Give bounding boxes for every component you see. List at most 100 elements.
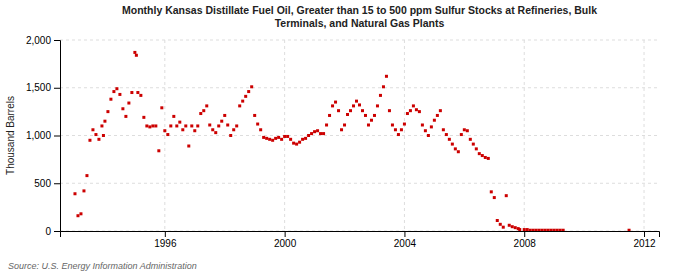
x-tick-mark	[285, 231, 286, 237]
point	[400, 128, 403, 131]
point	[277, 136, 280, 139]
point	[382, 85, 385, 88]
x-tick-label: 2004	[394, 238, 417, 249]
point	[148, 125, 151, 128]
point	[106, 110, 109, 113]
x-tick: 2004	[394, 231, 417, 249]
point	[394, 128, 397, 131]
point	[157, 149, 160, 152]
y-tick-label: 1,000	[26, 130, 51, 141]
point	[385, 75, 388, 78]
y-tick-mark	[54, 40, 60, 41]
point	[499, 223, 502, 226]
point	[322, 132, 325, 135]
point	[472, 143, 475, 146]
point	[496, 219, 499, 222]
y-tick-label: 2,000	[26, 35, 51, 46]
point	[163, 129, 166, 132]
x-tick-label: 2012	[633, 238, 656, 249]
point	[175, 124, 178, 127]
point	[124, 115, 127, 118]
point	[628, 229, 631, 231]
y-tick: 1,500	[26, 82, 60, 93]
point	[493, 196, 496, 199]
point	[451, 143, 454, 146]
point	[184, 124, 187, 127]
point	[205, 104, 208, 107]
point	[79, 212, 82, 215]
point	[463, 128, 466, 131]
points	[73, 51, 630, 231]
x-tick: 2008	[514, 231, 537, 249]
point	[298, 141, 301, 144]
point	[133, 51, 136, 54]
point	[346, 113, 349, 116]
point	[76, 214, 79, 217]
x-grid-line	[284, 40, 285, 231]
point	[406, 112, 409, 115]
point	[199, 112, 202, 115]
point	[466, 129, 469, 132]
point	[259, 128, 262, 131]
point	[181, 128, 184, 131]
point	[418, 110, 421, 113]
point	[334, 101, 337, 104]
point	[403, 123, 406, 126]
point	[88, 139, 91, 142]
point	[430, 125, 433, 128]
y-axis-title: Thousand Barrels	[5, 96, 16, 175]
x-tick: 1996	[154, 231, 177, 249]
point	[535, 229, 538, 231]
plot-area: 1996200020042008201205001,0001,5002,000	[26, 35, 660, 249]
x-tick-label: 1996	[154, 238, 177, 249]
point	[433, 119, 436, 122]
point	[172, 115, 175, 118]
point	[518, 228, 521, 231]
point	[490, 190, 493, 193]
y-tick-mark	[54, 183, 60, 184]
point	[562, 229, 565, 231]
point	[328, 114, 331, 117]
point	[283, 135, 286, 138]
point	[97, 138, 100, 141]
y-grid-line	[60, 183, 659, 184]
point	[508, 224, 511, 227]
y-grid-line	[60, 87, 659, 88]
point	[160, 106, 163, 109]
point	[487, 157, 490, 160]
y-axis: 05001,0001,5002,000	[26, 35, 61, 237]
point	[214, 131, 217, 134]
y-grid-line	[60, 40, 659, 41]
point	[103, 120, 106, 123]
point	[223, 114, 226, 117]
point	[427, 134, 430, 137]
point	[391, 123, 394, 126]
x-tick-mark	[165, 231, 166, 237]
point	[502, 226, 505, 229]
point	[169, 124, 172, 127]
point	[139, 94, 142, 97]
point	[102, 134, 105, 137]
y-tick-label: 500	[34, 178, 51, 189]
point	[136, 91, 139, 94]
point	[373, 114, 376, 117]
point	[556, 229, 559, 231]
point	[316, 129, 319, 132]
x-tick-label: 2008	[514, 238, 537, 249]
point	[475, 147, 478, 150]
point	[190, 124, 193, 127]
chart: 1996200020042008201205001,0001,5002,000M…	[0, 0, 675, 275]
point	[319, 132, 322, 135]
point	[154, 124, 157, 127]
point	[280, 138, 283, 141]
point	[256, 123, 259, 126]
point	[358, 103, 361, 106]
point	[529, 229, 532, 231]
y-tick: 500	[34, 178, 60, 189]
point	[268, 138, 271, 141]
x-grid-line	[524, 40, 525, 231]
point	[121, 107, 124, 110]
point	[397, 133, 400, 136]
point	[550, 229, 553, 231]
grid	[60, 40, 659, 231]
